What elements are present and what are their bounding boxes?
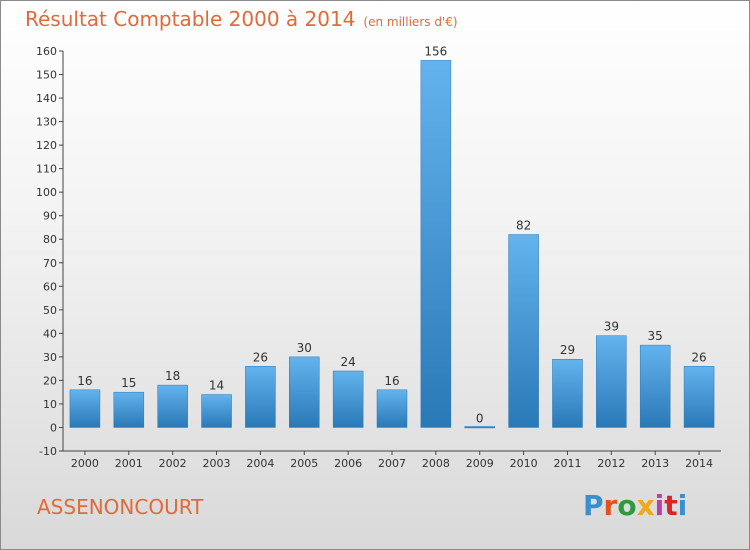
x-tick-label: 2003 <box>203 457 231 470</box>
bar <box>596 335 627 428</box>
bar <box>289 356 320 428</box>
bar-value-label: 16 <box>384 374 399 388</box>
y-tick-label: 40 <box>43 327 57 340</box>
y-tick-label: -10 <box>39 445 57 458</box>
y-tick-label: 50 <box>43 304 57 317</box>
chart-title-text: Résultat Comptable 2000 à 2014 <box>25 7 356 31</box>
x-tick-label: 2013 <box>641 457 669 470</box>
y-tick-label: 140 <box>36 92 57 105</box>
y-tick-label: 80 <box>43 233 57 246</box>
bar-value-label: 18 <box>165 369 180 383</box>
bar <box>420 60 452 428</box>
bar-value-label: 29 <box>560 343 575 357</box>
commune-name: ASSENONCOURT <box>37 495 204 519</box>
y-tick-label: 0 <box>50 421 57 434</box>
bar-value-label: 24 <box>340 355 355 369</box>
bar <box>508 234 539 428</box>
bar-value-label: 26 <box>691 350 706 364</box>
x-tick-label: 2000 <box>71 457 99 470</box>
x-tick-label: 2006 <box>334 457 362 470</box>
x-tick-label: 2012 <box>597 457 625 470</box>
y-tick-label: 150 <box>36 69 57 82</box>
x-tick-label: 2009 <box>466 457 494 470</box>
bar <box>376 389 408 428</box>
bar-value-label: 30 <box>297 341 312 355</box>
logo-letter: t <box>664 489 678 522</box>
logo-letter: r <box>603 489 618 522</box>
bar <box>245 366 276 428</box>
logo-letter: o <box>617 489 637 522</box>
bar-value-label: 0 <box>476 411 484 425</box>
bar <box>69 389 101 428</box>
chart-subtitle: (en milliers d'€) <box>363 15 458 29</box>
chart-title: Résultat Comptable 2000 à 2014 (en millie… <box>25 7 458 31</box>
y-tick-label: 130 <box>36 116 57 129</box>
bar-value-label: 39 <box>604 320 619 334</box>
y-tick-label: 90 <box>43 210 57 223</box>
y-tick-label: 70 <box>43 257 57 270</box>
y-tick-label: 60 <box>43 280 57 293</box>
bar-value-label: 82 <box>516 219 531 233</box>
x-tick-label: 2008 <box>422 457 450 470</box>
y-tick-label: 10 <box>43 398 57 411</box>
x-tick-label: 2001 <box>115 457 143 470</box>
y-tick-label: 30 <box>43 351 57 364</box>
x-tick-label: 2010 <box>510 457 538 470</box>
x-tick-label: 2014 <box>685 457 713 470</box>
logo-letter: i <box>677 489 688 522</box>
y-tick-label: 160 <box>36 45 57 58</box>
bar <box>332 370 364 428</box>
y-tick-label: 120 <box>36 139 57 152</box>
y-tick-label: 100 <box>36 186 57 199</box>
x-tick-label: 2011 <box>553 457 581 470</box>
bar-value-label: 14 <box>209 379 224 393</box>
x-tick-label: 2004 <box>246 457 274 470</box>
logo-letter: i <box>654 489 665 522</box>
bar-value-label: 16 <box>77 374 92 388</box>
y-tick-label: 110 <box>36 163 57 176</box>
bar <box>683 366 715 428</box>
x-tick-label: 2002 <box>159 457 187 470</box>
bar-value-label: 35 <box>648 329 663 343</box>
proxiti-logo: Proxiti <box>583 489 687 522</box>
bar <box>157 384 188 428</box>
bar-value-label: 156 <box>424 44 447 58</box>
bar <box>113 391 145 428</box>
x-tick-label: 2005 <box>290 457 318 470</box>
logo-letter: x <box>636 489 655 522</box>
logo-letter: P <box>583 489 604 522</box>
bar <box>201 394 232 428</box>
bar <box>464 426 495 429</box>
y-tick-label: 20 <box>43 374 57 387</box>
bar <box>639 344 671 428</box>
bar <box>552 358 583 428</box>
bar-value-label: 15 <box>121 376 136 390</box>
bar-value-label: 26 <box>253 350 268 364</box>
x-tick-label: 2007 <box>378 457 406 470</box>
